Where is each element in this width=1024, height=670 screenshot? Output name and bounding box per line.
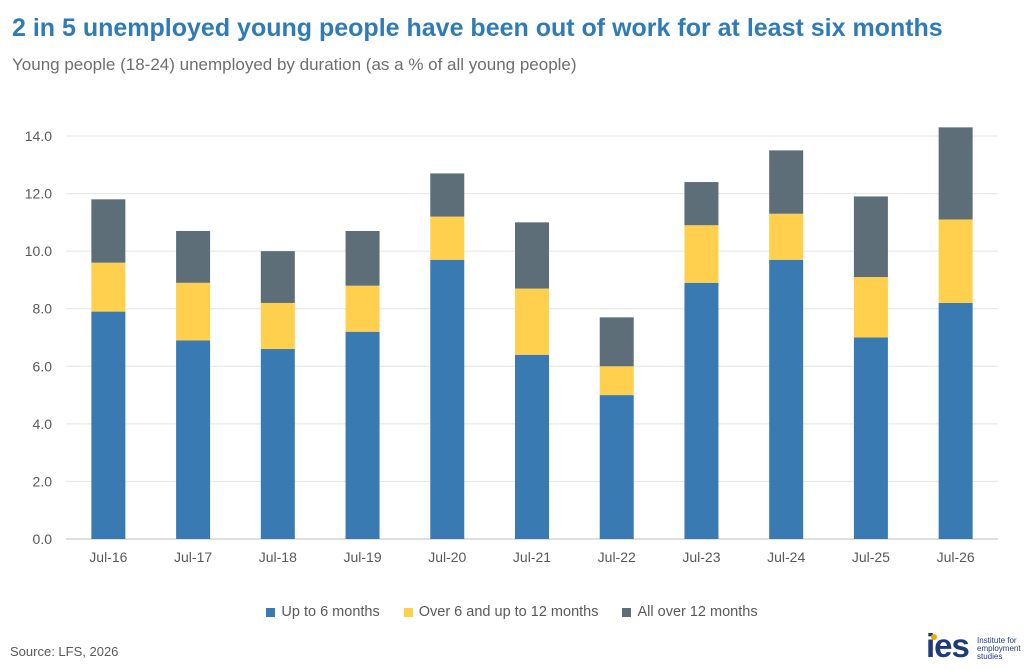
bar-segment xyxy=(176,340,211,539)
bar-segment xyxy=(599,317,634,367)
bar-segment xyxy=(853,196,888,278)
legend-swatch-up-to-6 xyxy=(266,607,276,617)
bar-segment xyxy=(345,331,380,539)
bar-segment xyxy=(176,282,211,341)
logo-mark: ies xyxy=(926,627,970,664)
y-tick-label: 12.0 xyxy=(25,186,52,202)
bar-segment xyxy=(430,216,465,260)
y-tick-label: 0.0 xyxy=(33,531,53,547)
x-tick-label: Jul-25 xyxy=(852,549,890,565)
bar-segment xyxy=(176,230,211,283)
bar-segment xyxy=(91,199,126,263)
y-tick-label: 10.0 xyxy=(25,243,52,259)
bar-segment xyxy=(515,288,549,355)
bar-segment xyxy=(345,285,380,332)
chart-subtitle: Young people (18-24) unemployed by durat… xyxy=(12,55,577,74)
x-tick-label: Jul-18 xyxy=(259,549,297,565)
bar-segment xyxy=(599,395,634,539)
chart-legend: Up to 6 months Over 6 and up to 12 month… xyxy=(0,604,1024,620)
legend-label-over-6-to-12: Over 6 and up to 12 months xyxy=(418,604,599,620)
bar-segment xyxy=(853,337,888,539)
bar-segment xyxy=(938,302,973,539)
bar-segment xyxy=(938,127,973,220)
legend-item-up-to-6: Up to 6 months xyxy=(266,604,380,620)
bar-segment xyxy=(260,251,295,303)
bar-segment xyxy=(260,349,295,539)
legend-swatch-over-12 xyxy=(622,607,632,617)
chart-title: 2 in 5 unemployed young people have been… xyxy=(12,14,943,42)
bar-segment xyxy=(684,225,719,283)
y-tick-label: 2.0 xyxy=(33,473,53,489)
x-tick-label: Jul-20 xyxy=(428,549,466,565)
legend-item-over-6-to-12: Over 6 and up to 12 months xyxy=(403,604,599,620)
bar-segment xyxy=(91,262,126,312)
bar-segment xyxy=(769,213,804,260)
bar-segment xyxy=(938,219,973,303)
bar-segment xyxy=(769,259,804,539)
x-tick-label: Jul-19 xyxy=(343,549,381,565)
x-tick-label: Jul-23 xyxy=(682,549,720,565)
x-tick-label: Jul-17 xyxy=(174,549,212,565)
y-tick-label: 14.0 xyxy=(25,128,52,144)
y-tick-label: 8.0 xyxy=(33,301,53,317)
legend-label-up-to-6: Up to 6 months xyxy=(281,604,380,620)
x-tick-label: Jul-22 xyxy=(598,549,636,565)
x-tick-label: Jul-26 xyxy=(937,549,975,565)
bar-segment xyxy=(515,222,549,289)
bar-segment xyxy=(91,311,126,539)
y-tick-label: 6.0 xyxy=(33,358,53,374)
legend-label-over-12: All over 12 months xyxy=(637,604,758,620)
x-tick-label: Jul-16 xyxy=(89,549,127,565)
y-tick-label: 4.0 xyxy=(33,416,53,432)
bar-segment xyxy=(684,182,719,226)
logo-text: Institute for employment studies xyxy=(977,636,1021,661)
bar-segment xyxy=(260,302,295,350)
x-tick-label: Jul-21 xyxy=(513,549,551,565)
legend-swatch-over-6-to-12 xyxy=(403,607,413,617)
bar-segment xyxy=(599,366,634,396)
x-tick-label: Jul-24 xyxy=(767,549,805,565)
stacked-bar-chart: 0.0 2.0 4.0 6.0 8.0 10.0 12.0 14.0 Jul-16 Jul-17… xyxy=(25,127,998,565)
bar-segment xyxy=(430,259,465,539)
bar-segment xyxy=(515,354,549,539)
bar-segment xyxy=(684,282,719,539)
legend-item-over-12: All over 12 months xyxy=(622,604,758,620)
bar-segment xyxy=(769,150,804,214)
bar-segment xyxy=(345,230,380,286)
source-note: Source: LFS, 2026 xyxy=(10,644,119,659)
logo-dot xyxy=(931,634,937,640)
bar-segment xyxy=(430,173,465,217)
ies-logo: ies Institute for employment studies xyxy=(926,627,1022,667)
bar-segment xyxy=(853,277,888,338)
